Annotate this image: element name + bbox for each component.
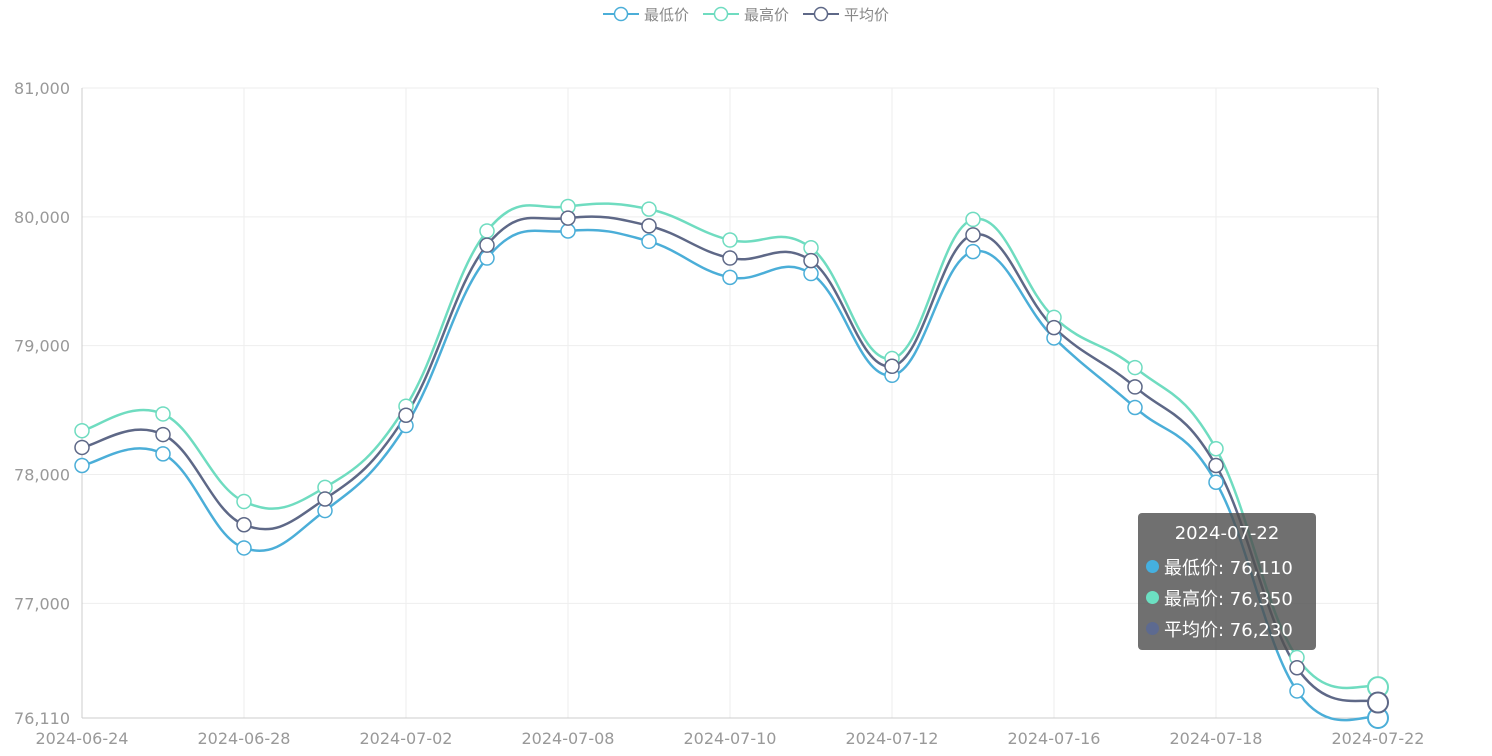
data-point-2-1[interactable] [155, 426, 171, 443]
data-point-1-8[interactable] [722, 232, 738, 248]
data-point-0-11[interactable] [965, 243, 981, 260]
legend-item-high[interactable]: 最高价 [702, 3, 789, 25]
data-point-0-9[interactable] [803, 265, 819, 282]
tooltip: 2024-07-22 最低价: 76,110 最高价: 76,350 平均价: … [1138, 513, 1316, 650]
x-tick-label: 2024-07-16 [1008, 729, 1101, 748]
x-tick-label: 2024-07-10 [684, 729, 777, 748]
tooltip-avg-dot [1146, 622, 1159, 635]
x-tick-label: 2024-07-08 [522, 729, 615, 748]
data-point-2-13[interactable] [1127, 379, 1143, 395]
data-point-1-5[interactable] [479, 223, 495, 239]
data-point-0-14[interactable] [1208, 474, 1224, 490]
legend-high-line-icon [702, 6, 739, 22]
data-point-2-12[interactable] [1046, 319, 1062, 336]
data-point-1-11[interactable] [965, 211, 981, 228]
data-point-1-0[interactable] [74, 422, 90, 439]
data-point-2-2[interactable] [236, 516, 252, 533]
data-point-1-1[interactable] [155, 406, 171, 422]
legend-low-line-icon [602, 6, 639, 22]
tooltip-row-high: 最高价: 76,350 [1146, 582, 1316, 613]
data-point-1-2[interactable] [236, 493, 252, 510]
data-point-2-10[interactable] [884, 358, 900, 375]
tooltip-title: 2024-07-22 [1174, 523, 1280, 544]
data-point-0-6[interactable] [560, 223, 576, 239]
data-point-1-9[interactable] [803, 240, 819, 256]
legend-avg-label: 平均价 [844, 5, 890, 24]
tooltip-high-text: 最高价: 76,350 [1164, 588, 1293, 610]
data-point-2-15[interactable] [1289, 660, 1305, 676]
data-point-2-7[interactable] [641, 218, 657, 234]
y-tick-label: 77,000 [14, 594, 70, 613]
data-point-0-7[interactable] [641, 233, 657, 250]
data-point-2-5[interactable] [479, 237, 495, 253]
data-point-1-14[interactable] [1208, 440, 1224, 457]
x-tick-label: 2024-06-28 [198, 729, 291, 748]
tooltip-avg-text: 平均价: 76,230 [1164, 619, 1293, 641]
data-point-0-8[interactable] [722, 269, 738, 286]
axes: 76,110 77,000 78,000 79,000 80,000 81,000 2024… [14, 79, 1424, 748]
data-point-0-5[interactable] [479, 250, 495, 266]
legend-avg-line-icon [803, 6, 839, 22]
legend-item-avg[interactable]: 平均价 [803, 3, 889, 25]
tooltip-low-text: 最低价: 76,110 [1164, 557, 1293, 579]
legend-item-low[interactable]: 最低价 [602, 3, 689, 25]
data-point-2-8[interactable] [722, 250, 738, 266]
data-point-2-0[interactable] [74, 439, 90, 456]
data-point-2-9[interactable] [803, 252, 819, 269]
x-tick-label: 2024-07-22 [1332, 729, 1425, 748]
legend-high-label: 最高价 [743, 5, 789, 24]
y-tick-label: 79,000 [14, 337, 70, 356]
data-point-2-14[interactable] [1208, 457, 1224, 474]
y-tick-label: 78,000 [14, 466, 70, 485]
x-tick-label: 2024-06-24 [36, 729, 129, 748]
x-tick-label: 2024-07-12 [846, 729, 939, 748]
data-point-0-15[interactable] [1289, 683, 1305, 699]
y-tick-label: 80,000 [14, 208, 70, 227]
y-tick-label: 81,000 [14, 79, 70, 98]
data-point-2-16[interactable] [1367, 691, 1389, 714]
data-point-0-1[interactable] [155, 446, 171, 462]
tooltip-row-avg: 平均价: 76,230 [1146, 613, 1316, 644]
series-line-0 [81, 228, 1379, 722]
data-point-2-11[interactable] [965, 227, 981, 243]
data-point-1-13[interactable] [1127, 359, 1143, 376]
data-point-0-2[interactable] [236, 540, 252, 556]
x-tick-label: 2024-07-18 [1170, 729, 1263, 748]
legend: 最低价 最高价 平均价 [0, 3, 1492, 25]
data-point-2-6[interactable] [560, 210, 576, 226]
x-tick-label: 2024-07-02 [360, 729, 453, 748]
data-point-0-0[interactable] [74, 457, 90, 474]
tooltip-high-dot [1146, 591, 1159, 604]
tooltip-low-dot [1146, 560, 1159, 573]
series-group [74, 198, 1389, 729]
data-point-1-7[interactable] [641, 201, 657, 217]
data-point-2-3[interactable] [317, 491, 333, 507]
y-tick-label: 76,110 [14, 709, 70, 728]
data-point-0-13[interactable] [1127, 399, 1143, 416]
tooltip-row-low: 最低价: 76,110 [1146, 551, 1316, 582]
legend-low-label: 最低价 [643, 5, 689, 24]
data-point-2-4[interactable] [398, 407, 414, 423]
